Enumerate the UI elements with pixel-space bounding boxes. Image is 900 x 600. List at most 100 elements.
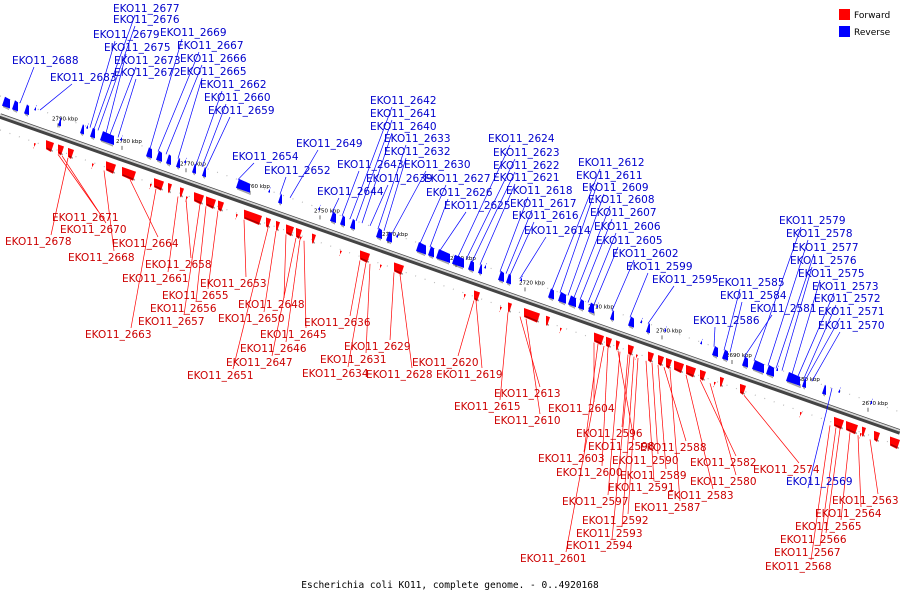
gene-label: EKO11_2644 bbox=[317, 186, 384, 198]
reverse-gene-block bbox=[822, 384, 826, 396]
forward-gene-block bbox=[799, 411, 802, 418]
reverse-gene-block bbox=[548, 288, 554, 300]
forward-gene-block bbox=[235, 213, 238, 220]
tick-label: 2790 kbp bbox=[52, 116, 78, 122]
gene-leader-line bbox=[781, 266, 813, 371]
gene-leader-line bbox=[429, 198, 449, 248]
forward-gene-block bbox=[606, 336, 612, 348]
gene-shadow bbox=[723, 358, 727, 363]
reverse-gene-block bbox=[640, 317, 643, 324]
gene-label: EKO11_2665 bbox=[180, 66, 247, 78]
reverse-gene-block bbox=[24, 104, 29, 116]
gene-label: EKO11_2663 bbox=[85, 329, 152, 341]
reverse-gene-block bbox=[90, 127, 95, 139]
gene-shadow bbox=[59, 151, 63, 156]
forward-gene-block bbox=[312, 233, 316, 244]
gene-leader-line bbox=[195, 90, 223, 165]
reverse-gene-block bbox=[2, 96, 10, 109]
gene-label: EKO11_2646 bbox=[240, 343, 307, 355]
gene-leader-line bbox=[471, 171, 516, 262]
gene-label: EKO11_2670 bbox=[60, 224, 127, 236]
gene-leader-line bbox=[361, 132, 393, 224]
gene-leader-line bbox=[579, 218, 613, 300]
gene-shadow bbox=[453, 263, 463, 270]
gene-shadow bbox=[417, 251, 425, 257]
gene-leader-line bbox=[825, 428, 841, 534]
gene-leader-line bbox=[347, 262, 367, 368]
gene-label: EKO11_2652 bbox=[264, 165, 331, 177]
forward-gene-block bbox=[874, 430, 880, 442]
forward-gene-block bbox=[299, 236, 302, 243]
gene-leader-line bbox=[583, 343, 599, 453]
forward-gene-block bbox=[508, 302, 512, 313]
gene-label: EKO11_2654 bbox=[232, 151, 299, 163]
gene-shadow bbox=[207, 203, 215, 209]
reverse-gene-block bbox=[236, 178, 250, 193]
reverse-gene-block bbox=[192, 163, 196, 174]
reverse-gene-block bbox=[568, 295, 576, 308]
gene-shadow bbox=[267, 224, 270, 229]
forward-gene-block bbox=[276, 220, 280, 232]
gene-leader-line bbox=[567, 193, 605, 296]
gene-shadow bbox=[589, 311, 593, 316]
gene-shadow bbox=[47, 147, 53, 152]
gene-shadow bbox=[647, 331, 649, 335]
gene-label: EKO11_2577 bbox=[792, 242, 859, 254]
gene-label: EKO11_2627 bbox=[424, 173, 491, 185]
gene-leader-line bbox=[559, 181, 599, 293]
gene-shadow bbox=[167, 163, 170, 167]
tick-label: 2710 kbp bbox=[588, 305, 614, 311]
gene-label: EKO11_2575 bbox=[798, 268, 865, 280]
forward-gene-block bbox=[862, 426, 866, 438]
forward-gene-block bbox=[266, 217, 271, 229]
gene-leader-line bbox=[61, 155, 107, 224]
backbone-shadow bbox=[0, 113, 900, 435]
gene-label: EKO11_2653 bbox=[200, 278, 267, 290]
forward-gene-block bbox=[658, 355, 664, 367]
gene-label: EKO11_2648 bbox=[238, 299, 305, 311]
gene-label: EKO11_2564 bbox=[815, 508, 882, 520]
gene-leader-line bbox=[601, 347, 609, 467]
gene-label: EKO11_2683 bbox=[50, 72, 117, 84]
gene-leader-line bbox=[621, 356, 635, 528]
gene-leader-line bbox=[237, 162, 255, 180]
gene-shadow bbox=[675, 368, 683, 374]
reverse-gene-block bbox=[776, 365, 779, 372]
gene-leader-line bbox=[753, 226, 802, 361]
forward-gene-block bbox=[244, 209, 262, 225]
gene-leader-line bbox=[157, 51, 200, 152]
reverse-gene-block bbox=[386, 231, 392, 243]
reverse-gene-block bbox=[838, 387, 841, 393]
gene-label: EKO11_2626 bbox=[426, 187, 493, 199]
reverse-gene-block bbox=[350, 218, 355, 230]
gene-leader-line bbox=[399, 274, 413, 369]
reverse-gene-block bbox=[34, 104, 37, 111]
gene-label: EKO11_2576 bbox=[790, 255, 857, 267]
forward-gene-block bbox=[463, 293, 466, 300]
gene-leader-line bbox=[331, 197, 340, 213]
gene-shadow bbox=[713, 354, 717, 359]
gene-shadow bbox=[429, 255, 433, 259]
gene-label: EKO11_2624 bbox=[488, 133, 555, 145]
gene-shadow bbox=[437, 258, 449, 265]
gene-leader-line bbox=[457, 300, 475, 357]
forward-gene-block bbox=[594, 332, 604, 346]
gene-label: EKO11_2613 bbox=[494, 388, 561, 400]
gene-leader-line bbox=[669, 369, 681, 502]
tick-label: 2750 kbp bbox=[314, 208, 340, 214]
gene-leader-line bbox=[355, 119, 393, 222]
gene-label: EKO11_2622 bbox=[493, 160, 560, 172]
reverse-gene-block bbox=[742, 356, 748, 368]
gene-label: EKO11_2603 bbox=[538, 453, 605, 465]
forward-gene-block bbox=[834, 416, 844, 430]
reverse-gene-block bbox=[146, 147, 152, 159]
gene-leader-line bbox=[607, 351, 621, 496]
gene-leader-line bbox=[271, 237, 297, 357]
gene-label: EKO11_2645 bbox=[260, 329, 327, 341]
gene-shadow bbox=[847, 428, 857, 435]
reverse-gene-block bbox=[786, 371, 800, 386]
gene-shadow bbox=[629, 351, 633, 356]
reverse-gene-block bbox=[870, 398, 873, 405]
gene-leader-line bbox=[39, 83, 73, 111]
forward-gene-block bbox=[474, 290, 480, 302]
